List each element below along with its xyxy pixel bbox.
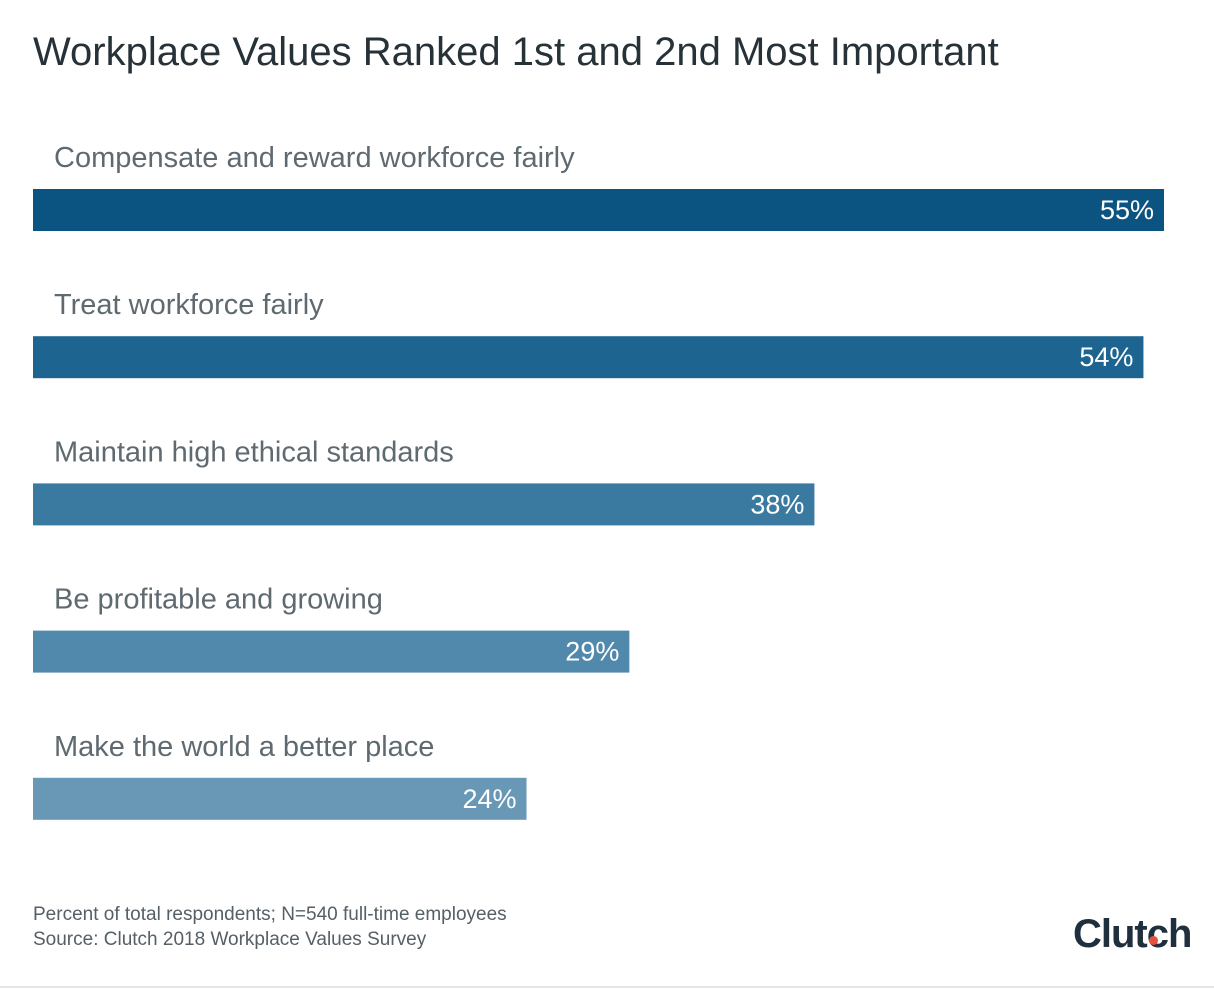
category-label: Be profitable and growing	[54, 584, 383, 616]
footnote: Percent of total respondents; N=540 full…	[33, 902, 507, 952]
bar	[33, 630, 630, 673]
value-label: 29%	[565, 637, 619, 667]
bar-chart: Compensate and reward workforce fairly 55…	[33, 142, 1164, 820]
footnote-source: Source: Clutch 2018 Workplace Values Sur…	[33, 929, 427, 950]
category-label: Maintain high ethical standards	[54, 436, 454, 468]
logo-dot-icon	[1149, 936, 1158, 945]
value-label: 55%	[1100, 195, 1154, 225]
bar	[33, 336, 1144, 379]
chart-title: Workplace Values Ranked 1st and 2nd Most…	[33, 30, 999, 74]
category-label: Treat workforce fairly	[54, 289, 324, 321]
bar	[33, 777, 527, 820]
bottom-divider	[0, 986, 1214, 988]
value-label: 38%	[750, 489, 804, 519]
bar	[33, 483, 815, 526]
bar	[33, 189, 1164, 231]
footnote-respondents: Percent of total respondents; N=540 full…	[33, 904, 507, 925]
value-label: 24%	[462, 784, 516, 814]
category-label: Compensate and reward workforce fairly	[54, 142, 575, 174]
clutch-logo: Clutch	[1073, 912, 1192, 956]
category-label: Make the world a better place	[54, 731, 434, 763]
value-label: 54%	[1079, 342, 1133, 372]
